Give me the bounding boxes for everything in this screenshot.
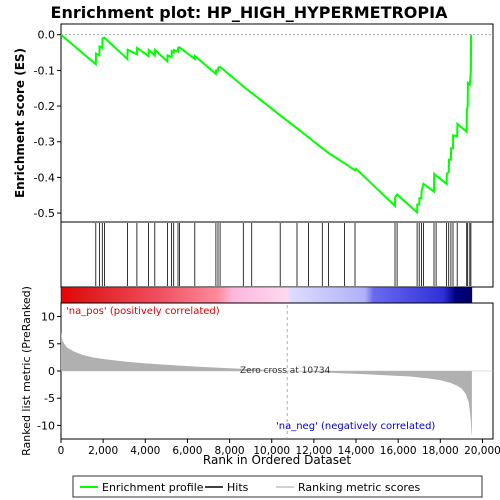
es-panel (60, 23, 494, 223)
pos-label: 'na_pos' (positively correlated) (66, 306, 220, 317)
x-tick-label: 6,000 (172, 445, 202, 457)
x-tick-label: 18,000 (422, 445, 459, 457)
x-axis-label: Rank in Ordered Dataset (203, 453, 351, 467)
x-tick-label: 10,000 (253, 445, 290, 457)
metric-y-tick-label: 5 (48, 338, 55, 351)
metric-y-tick-label: 10 (41, 311, 55, 324)
chart-title: Enrichment plot: HP_HIGH_HYPERMETROPIA (51, 3, 449, 22)
x-tick-label: 12,000 (296, 445, 333, 457)
x-tick-label: 16,000 (380, 445, 417, 457)
hits-panel (60, 221, 494, 288)
x-tick-label: 4,000 (130, 445, 160, 457)
es-y-tick-label: -0.4 (34, 171, 55, 184)
es-layer (60, 33, 493, 215)
metric-y-tick-label: -10 (37, 419, 55, 432)
x-tick-label: 2,000 (88, 445, 118, 457)
es-y-tick-label: -0.2 (34, 100, 55, 113)
legend-metric-label: Ranking metric scores (298, 481, 420, 494)
zero-cross-label: Zero cross at 10734 (240, 366, 331, 376)
es-y-tick-label: -0.1 (34, 64, 55, 77)
es-y-tick-label: -0.3 (34, 136, 55, 149)
metric-y-tick-label: 0 (48, 365, 55, 378)
es-axis-label: Enrichment score (ES) (13, 48, 27, 198)
enrichment-profile-line (60, 33, 473, 215)
legend-hits-label: Hits (227, 481, 249, 494)
metric-layer (61, 305, 493, 439)
rank-color-bar (60, 286, 473, 304)
neg-label: 'na_neg' (negatively correlated) (276, 421, 435, 432)
metric-y-tick-label: -5 (44, 392, 55, 405)
x-tick-label: 8,000 (215, 445, 245, 457)
es-y-tick-label: -0.5 (34, 207, 55, 220)
es-y-tick-label: 0.0 (38, 29, 56, 42)
x-tick-label: 14,000 (338, 445, 375, 457)
legend-profile-label: Enrichment profile (102, 481, 204, 494)
metric-axis-label: Ranked list metric (PreRanked) (20, 286, 33, 456)
hits-layer (95, 223, 472, 286)
axes-layer: 0.0 -0.1 -0.2 -0.3 -0.4 -0.5 10 5 0 -5 -10 0 2,000 4,… (34, 29, 500, 457)
x-tick-label: 20,000 (464, 445, 500, 457)
x-tick-label: 0 (58, 445, 65, 457)
